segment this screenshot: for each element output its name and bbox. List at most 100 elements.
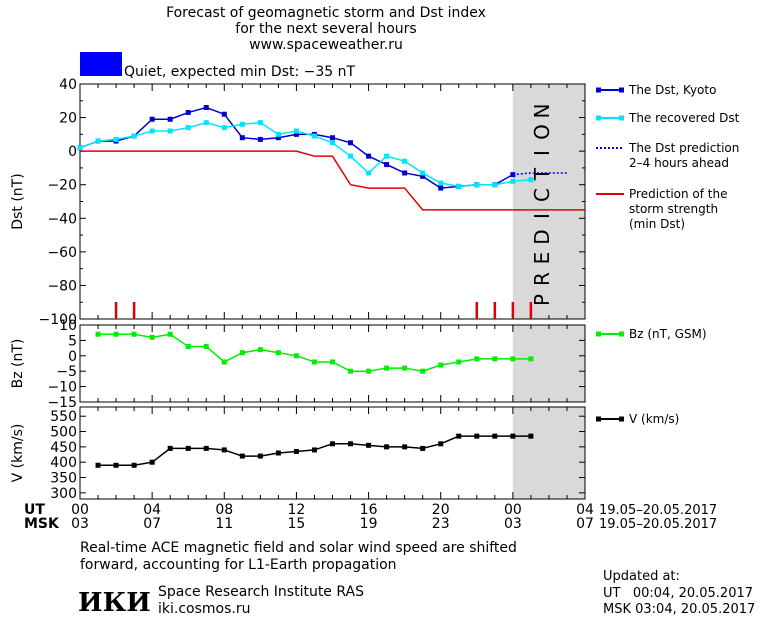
data-point xyxy=(420,170,426,176)
ut-tick-label: 08 xyxy=(215,502,233,518)
y-tick-label: 0 xyxy=(68,144,77,160)
legend-marker xyxy=(619,115,624,121)
data-point xyxy=(257,347,263,353)
series-line-0 xyxy=(98,333,531,372)
data-point xyxy=(366,170,372,176)
data-point xyxy=(474,433,480,439)
data-point xyxy=(149,459,155,465)
data-point xyxy=(293,128,299,134)
data-point xyxy=(456,433,462,439)
y-tick-label: 500 xyxy=(50,425,77,441)
legend-label: The Dst, Kyoto xyxy=(628,83,716,97)
data-point xyxy=(185,344,191,350)
msk-label: MSK xyxy=(24,516,60,532)
prediction-letter: C xyxy=(530,188,554,202)
msk-tick-label: 07 xyxy=(143,516,161,532)
legend-marker xyxy=(596,115,601,121)
data-point xyxy=(528,177,534,183)
msk-tick-label: 19 xyxy=(360,516,378,532)
msk-tick-label: 15 xyxy=(288,516,306,532)
data-point xyxy=(149,128,155,134)
ut-label: UT xyxy=(24,502,45,518)
legend-label-line: (min Dst) xyxy=(629,217,685,231)
msk-tick-label: 07 xyxy=(576,516,594,532)
series-line-2 xyxy=(512,172,567,176)
footer-note-line1: Real-time ACE magnetic field and solar w… xyxy=(80,540,517,556)
data-point xyxy=(348,368,354,374)
data-point xyxy=(384,365,390,371)
prediction-letter: I xyxy=(530,150,554,156)
data-point xyxy=(95,138,101,144)
data-point xyxy=(149,334,155,340)
data-point xyxy=(185,110,191,116)
data-point xyxy=(275,450,281,456)
data-point xyxy=(438,362,444,368)
y-tick-label: −20 xyxy=(47,178,77,194)
legend-label-line: V (km/s) xyxy=(629,412,679,426)
y-tick-label: 450 xyxy=(50,440,77,456)
data-point xyxy=(402,170,408,176)
data-point xyxy=(203,120,209,126)
data-point xyxy=(384,162,390,168)
data-point xyxy=(311,359,317,365)
data-point xyxy=(420,173,426,179)
data-point xyxy=(311,133,317,139)
data-point xyxy=(293,131,299,137)
y-tick-label: 550 xyxy=(50,409,77,425)
msk-tick-label: 11 xyxy=(215,516,233,532)
y-tick-label: 0 xyxy=(68,349,77,365)
data-point xyxy=(239,453,245,459)
y-tick-label: 400 xyxy=(50,455,77,471)
data-point xyxy=(366,153,372,159)
status-text: Quiet, expected min Dst: −35 nT xyxy=(124,64,356,80)
y-tick-label: −5 xyxy=(56,364,77,380)
legend-label-line: 2–4 hours ahead xyxy=(629,156,729,170)
legend-label-line: Bz (nT, GSM) xyxy=(629,327,707,341)
prediction-letter: D xyxy=(530,229,554,244)
data-point xyxy=(239,350,245,356)
data-point xyxy=(456,359,462,365)
data-point xyxy=(113,136,119,142)
series-line-1 xyxy=(79,121,531,188)
data-point xyxy=(420,368,426,374)
status-swatch xyxy=(80,52,122,76)
data-point xyxy=(257,453,263,459)
data-point xyxy=(167,445,173,451)
data-point xyxy=(275,350,281,356)
chart-title-url: www.spaceweather.ru xyxy=(249,37,403,53)
ut-tick-label: 16 xyxy=(360,502,378,518)
data-point xyxy=(330,140,335,146)
data-point xyxy=(221,125,227,131)
updated-msk: MSK 03:04, 20.05.2017 xyxy=(603,602,755,617)
data-point xyxy=(239,121,245,127)
updated-label: Updated at: xyxy=(603,569,680,584)
ut-tick-label: 04 xyxy=(143,502,161,518)
msk-tick-label: 03 xyxy=(504,516,522,532)
series-line-0 xyxy=(79,106,514,189)
data-point xyxy=(402,365,408,371)
data-point xyxy=(311,447,317,453)
data-point xyxy=(528,433,534,439)
updated-ut: UT 00:04, 20.05.2017 xyxy=(603,586,753,601)
y-tick-label: −15 xyxy=(47,395,77,411)
data-point xyxy=(420,445,426,451)
ut-date-range: 19.05–20.05.2017 xyxy=(599,503,717,518)
y-tick-label: −60 xyxy=(47,245,77,261)
data-point xyxy=(275,131,281,137)
chart-title-line1: Forecast of geomagnetic storm and Dst in… xyxy=(166,5,486,21)
panel-frame xyxy=(79,406,586,500)
data-point xyxy=(438,180,444,186)
legend-label-line: Prediction of the xyxy=(629,187,728,201)
data-point xyxy=(167,116,173,122)
data-point xyxy=(167,128,173,134)
legend-label-line: The Dst, Kyoto xyxy=(628,83,716,97)
data-point xyxy=(221,359,227,365)
legend-marker xyxy=(619,87,624,93)
data-point xyxy=(167,331,173,337)
data-point xyxy=(239,135,245,141)
data-point xyxy=(257,120,263,126)
ut-tick-label: 12 xyxy=(288,502,306,518)
legend-marker xyxy=(619,416,624,422)
ut-tick-label: 04 xyxy=(576,502,594,518)
